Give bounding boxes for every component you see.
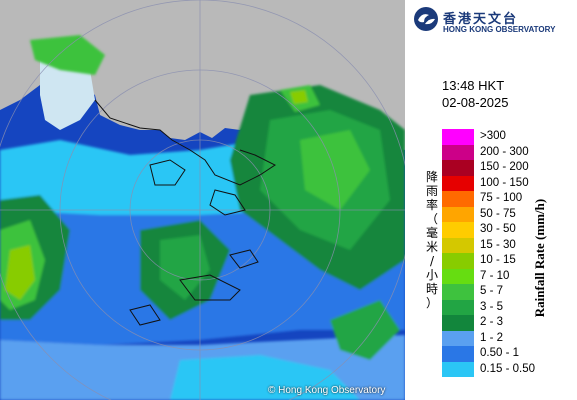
- legend-label: >300: [480, 130, 506, 142]
- legend-swatch: [442, 191, 474, 207]
- legend-label: 2 - 3: [480, 316, 504, 328]
- logo-name-en: HONG KONG OBSERVATORY: [443, 25, 556, 34]
- legend-title-zh: 降雨率（毫米 / 小時）: [425, 170, 438, 310]
- legend-swatch: [442, 268, 474, 284]
- legend-swatch: [442, 315, 474, 331]
- legend-label: 5 - 7: [480, 285, 504, 297]
- legend-swatch: [442, 330, 474, 346]
- legend-title-en: Rainfall Rate (mm/h): [532, 198, 547, 317]
- legend-label: 150 - 200: [480, 161, 529, 173]
- legend-label: 0.50 - 1: [480, 347, 519, 359]
- legend-label: 75 - 100: [480, 192, 523, 204]
- logo-name-zh: 香港天文台: [443, 12, 519, 27]
- range-rings: [0, 0, 405, 400]
- radar-map[interactable]: © Hong Kong Observatory: [0, 0, 405, 400]
- legend-label: 100 - 150: [480, 176, 529, 189]
- side-panel: 香港天文台 HONG KONG OBSERVATORY 13:48 HKT 02…: [405, 0, 577, 400]
- legend-swatch: [442, 237, 474, 253]
- legend-label: 15 - 30: [480, 238, 516, 251]
- legend-label: 0.15 - 0.50: [480, 362, 535, 375]
- legend-label: 30 - 50: [480, 223, 516, 235]
- radar-date: 02-08-2025: [442, 95, 509, 110]
- legend-swatch: [442, 253, 474, 269]
- legend-swatch: [442, 175, 474, 191]
- legend-swatch: [442, 222, 474, 238]
- legend-label: 50 - 75: [480, 207, 516, 220]
- legend-swatch: [442, 284, 474, 300]
- radar-time: 13:48 HKT: [442, 78, 505, 93]
- legend-swatch: [442, 129, 474, 145]
- legend-swatch: [442, 206, 474, 222]
- legend-label: 200 - 300: [480, 145, 529, 158]
- rain-echoes: [0, 35, 405, 400]
- coastline: [94, 99, 276, 326]
- legend-swatch: [442, 361, 474, 377]
- legend-label: 10 - 15: [480, 254, 516, 266]
- legend-label: 7 - 10: [480, 269, 510, 282]
- legend-swatch: [442, 144, 474, 160]
- hko-emblem-icon: [414, 7, 438, 31]
- hko-logo: 香港天文台 HONG KONG OBSERVATORY: [413, 6, 573, 36]
- legend-label: 3 - 5: [480, 300, 504, 313]
- legend-swatch: [442, 160, 474, 176]
- legend-title-en-wrap: Rainfall Rate (mm/h): [525, 170, 555, 345]
- legend-swatch: [442, 346, 474, 362]
- copyright-notice: © Hong Kong Observatory: [268, 385, 386, 396]
- radar-image: [0, 0, 405, 400]
- legend-swatch: [442, 299, 474, 315]
- legend-label: 1 - 2: [480, 331, 504, 344]
